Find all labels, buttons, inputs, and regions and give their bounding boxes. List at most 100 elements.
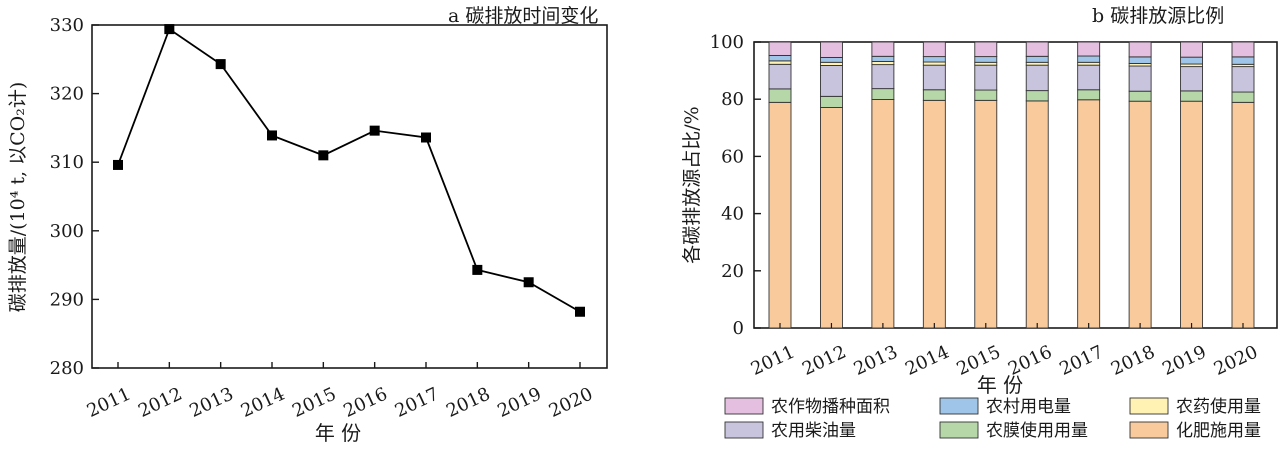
stacked-bars-b (768, 41, 1255, 329)
bar-segment-0 (922, 99, 946, 329)
bar-segment-1 (768, 88, 792, 103)
x-tick-label-a: 2020 (546, 383, 596, 421)
y-tick-label-b: 100 (710, 32, 744, 53)
chart-a-title: a 碳排放时间变化 (448, 5, 598, 27)
x-tick-label-a: 2013 (186, 383, 236, 421)
legend-label: 化肥施用量 (1176, 421, 1261, 441)
y-axis-ticks-b: 0 20 40 60 80 100 (710, 32, 761, 339)
bar-segment-4 (1128, 56, 1152, 64)
bar-segment-4 (1025, 55, 1049, 63)
x-tick-label-b: 2012 (799, 341, 849, 379)
bar-segment-5 (1180, 41, 1204, 58)
bar-segment-1 (1180, 90, 1204, 102)
data-point-marker (215, 59, 226, 70)
x-axis-label-a: 年 份 (315, 421, 361, 445)
bar-segment-3 (922, 61, 946, 66)
x-tick-label-b: 2014 (902, 341, 952, 379)
chart-b-title: b 碳排放源比例 (1092, 5, 1224, 27)
x-tick-label-a: 2015 (289, 383, 339, 421)
x-tick-label-a: 2016 (340, 383, 390, 421)
x-tick-label-a: 2014 (238, 383, 288, 421)
legend-swatch (939, 421, 979, 439)
data-point-marker (523, 277, 534, 288)
bar-segment-1 (974, 89, 998, 101)
bar-segment-5 (922, 41, 946, 58)
bar-segment-2 (1077, 64, 1101, 91)
y-tick-label-b: 0 (733, 318, 744, 339)
bar-segment-0 (1077, 99, 1101, 329)
y-axis-label-b: 各碳排放源占比/% (681, 106, 703, 263)
x-tick-label-b: 2019 (1159, 341, 1209, 379)
line-series-a (113, 24, 585, 317)
plot-frame-b (753, 41, 1278, 329)
bar-segment-4 (1077, 55, 1101, 63)
bar-segment-4 (974, 56, 998, 63)
y-tick-label-a: 310 (50, 152, 84, 173)
x-tick-label-b: 2017 (1056, 341, 1106, 379)
y-tick-label-b: 40 (721, 204, 744, 225)
bar-segment-1 (1077, 89, 1101, 101)
x-axis-ticks-a: 2011 2012 2013 2014 2015 2016 2017 2018 2019 2020 (84, 362, 596, 422)
x-tick-label-b: 2011 (748, 341, 798, 379)
plot-frame-a (91, 24, 608, 369)
bar-segment-1 (1025, 90, 1049, 102)
x-tick-label-a: 2019 (494, 383, 544, 421)
y-tick-label-a: 290 (50, 289, 84, 310)
y-tick-label-b: 20 (721, 261, 744, 282)
x-tick-label-b: 2013 (851, 341, 901, 379)
bar-segment-5 (871, 41, 895, 57)
x-axis-ticks-b: 2011 2012 2013 2014 2015 2016 2017 2018 2019 2020 (748, 323, 1261, 380)
bar-segment-3 (819, 61, 843, 66)
data-point-marker (318, 150, 329, 161)
bar-segment-5 (1025, 41, 1049, 57)
bar-segment-0 (974, 99, 998, 329)
bar-segment-2 (974, 64, 998, 91)
data-point-marker (113, 159, 123, 170)
bar-segment-5 (1128, 41, 1152, 58)
bar-segment-1 (871, 88, 895, 100)
bar-segment-2 (819, 65, 843, 97)
bar-segment-4 (871, 55, 895, 62)
x-tick-label-b: 2020 (1211, 341, 1261, 379)
bar-segment-5 (1231, 41, 1255, 58)
bar-segment-2 (1025, 64, 1049, 92)
y-tick-label-a: 320 (50, 84, 84, 105)
bar-segment-2 (1128, 65, 1152, 92)
bar-segment-0 (819, 107, 843, 329)
bar-segment-0 (1025, 100, 1049, 329)
bar-segment-1 (922, 89, 946, 101)
bar-segment-5 (819, 41, 843, 58)
data-point-marker (421, 132, 431, 143)
bar-segment-4 (819, 56, 843, 63)
bar-segment-1 (1231, 91, 1255, 103)
legend-swatch (724, 397, 764, 415)
legend-swatch (939, 397, 979, 415)
x-tick-label-a: 2018 (443, 383, 493, 421)
data-point-marker (575, 306, 585, 317)
bar-segment-2 (1231, 66, 1255, 93)
data-point-marker (267, 130, 277, 141)
bar-segment-2 (871, 64, 895, 90)
bar-segment-5 (1077, 41, 1101, 57)
legend-label: 农作物播种面积 (771, 397, 890, 417)
x-tick-label-b: 2018 (1108, 341, 1158, 379)
bar-segment-0 (1180, 100, 1204, 329)
legend-label: 农村用电量 (986, 397, 1071, 417)
bar-segment-4 (1231, 56, 1255, 65)
y-tick-label-b: 60 (721, 146, 744, 167)
bar-segment-0 (871, 99, 895, 329)
bar-segment-2 (768, 63, 792, 90)
x-axis-label-b: 年 份 (977, 373, 1023, 397)
bar-segment-0 (1231, 101, 1255, 329)
y-tick-label-b: 80 (721, 89, 744, 110)
y-tick-label-a: 300 (50, 221, 84, 242)
legend-label: 农用柴油量 (771, 421, 856, 441)
legend-swatch (724, 421, 764, 439)
data-point-marker (369, 125, 380, 136)
data-point-marker (164, 24, 175, 35)
bar-segment-3 (871, 60, 895, 66)
legend-swatch (1129, 421, 1169, 439)
